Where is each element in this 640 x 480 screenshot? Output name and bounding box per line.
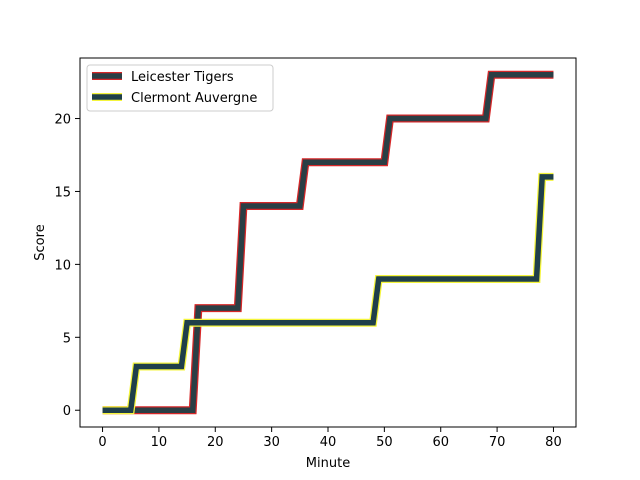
legend-label-clermont: Clermont Auvergne bbox=[131, 91, 257, 106]
x-tick-label: 30 bbox=[263, 435, 280, 450]
x-tick-label: 60 bbox=[432, 435, 449, 450]
x-tick-label: 70 bbox=[489, 435, 506, 450]
x-tick-label: 20 bbox=[207, 435, 224, 450]
x-tick-label: 80 bbox=[545, 435, 562, 450]
y-axis: 0 5 10 15 20 bbox=[54, 113, 80, 419]
x-tick-label: 10 bbox=[151, 435, 168, 450]
series-line-clermont-auvergne bbox=[102, 174, 554, 413]
x-axis: 0 10 20 30 40 50 60 70 80 bbox=[98, 427, 562, 450]
legend: Leicester Tigers Clermont Auvergne bbox=[86, 64, 274, 112]
y-axis-label: Score bbox=[33, 224, 48, 260]
x-tick-label: 40 bbox=[320, 435, 337, 450]
y-tick-label: 5 bbox=[63, 331, 71, 346]
series-layer bbox=[102, 70, 554, 415]
legend-label-leicester: Leicester Tigers bbox=[131, 70, 234, 85]
x-axis-label: Minute bbox=[306, 456, 350, 471]
y-tick-label: 10 bbox=[54, 258, 71, 273]
x-tick-label: 50 bbox=[376, 435, 393, 450]
legend-box bbox=[86, 64, 274, 112]
y-tick-label: 15 bbox=[54, 185, 71, 200]
y-tick-label: 20 bbox=[54, 113, 71, 128]
y-tick-label: 0 bbox=[63, 404, 71, 419]
x-tick-label: 0 bbox=[98, 435, 106, 450]
